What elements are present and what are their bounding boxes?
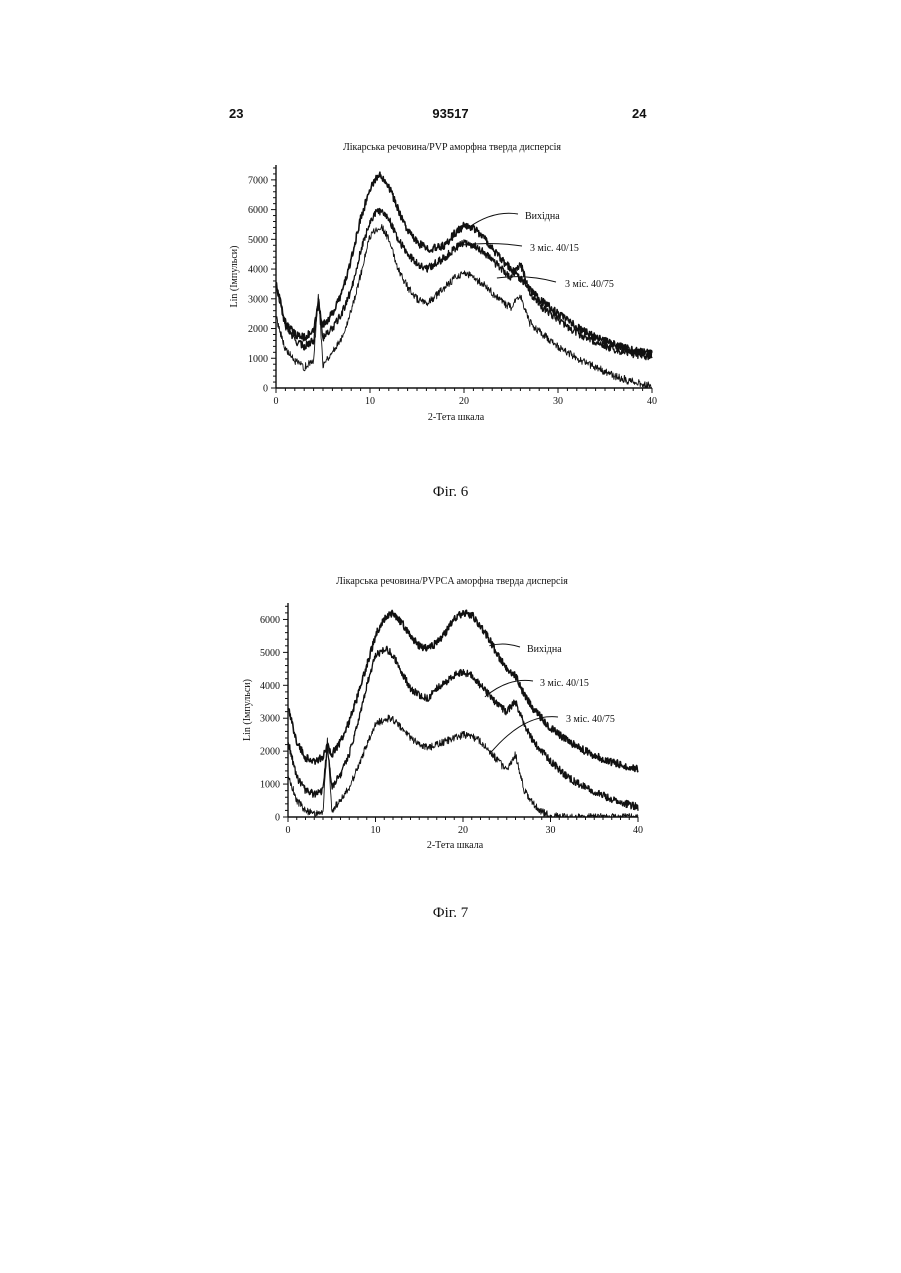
y-axis-label: Lin (Імпульси) bbox=[242, 679, 253, 741]
annotation-label: Вихідна bbox=[527, 644, 562, 655]
chart-fig7: Лікарська речовина/PVPCA аморфна тверда … bbox=[0, 0, 901, 900]
x-axis-label: 2-Тета шкала bbox=[427, 840, 484, 851]
series-line-1 bbox=[288, 610, 638, 771]
y-tick-label: 6000 bbox=[260, 615, 280, 626]
y-tick-label: 5000 bbox=[260, 648, 280, 659]
series-line-3 bbox=[288, 715, 638, 817]
x-tick-label: 10 bbox=[371, 825, 381, 836]
y-tick-label: 3000 bbox=[260, 714, 280, 725]
annotation-label: 3 міс. 40/75 bbox=[566, 714, 615, 725]
x-tick-label: 20 bbox=[458, 825, 468, 836]
series-line-2 bbox=[288, 646, 638, 811]
y-tick-label: 2000 bbox=[260, 747, 280, 758]
figure-caption-fig7: Фіг. 7 bbox=[0, 905, 901, 922]
chart-title: Лікарська речовина/PVPCA аморфна тверда … bbox=[336, 576, 568, 587]
x-tick-label: 40 bbox=[633, 825, 643, 836]
y-tick-label: 1000 bbox=[260, 780, 280, 791]
x-tick-label: 30 bbox=[546, 825, 556, 836]
x-tick-label: 0 bbox=[286, 825, 291, 836]
annotation-label: 3 міс. 40/15 bbox=[540, 678, 589, 689]
y-tick-label: 0 bbox=[275, 813, 280, 824]
y-tick-label: 4000 bbox=[260, 681, 280, 692]
